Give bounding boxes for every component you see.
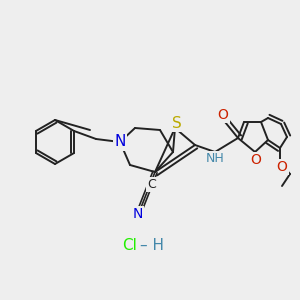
Text: S: S: [172, 116, 182, 130]
Text: O: O: [277, 160, 287, 174]
Text: NH: NH: [206, 152, 224, 164]
Text: O: O: [250, 153, 261, 167]
Text: N: N: [114, 134, 126, 149]
Text: O: O: [218, 108, 228, 122]
Text: Cl: Cl: [123, 238, 137, 253]
Text: N: N: [133, 207, 143, 221]
Text: C: C: [147, 178, 156, 191]
Text: – H: – H: [140, 238, 164, 253]
